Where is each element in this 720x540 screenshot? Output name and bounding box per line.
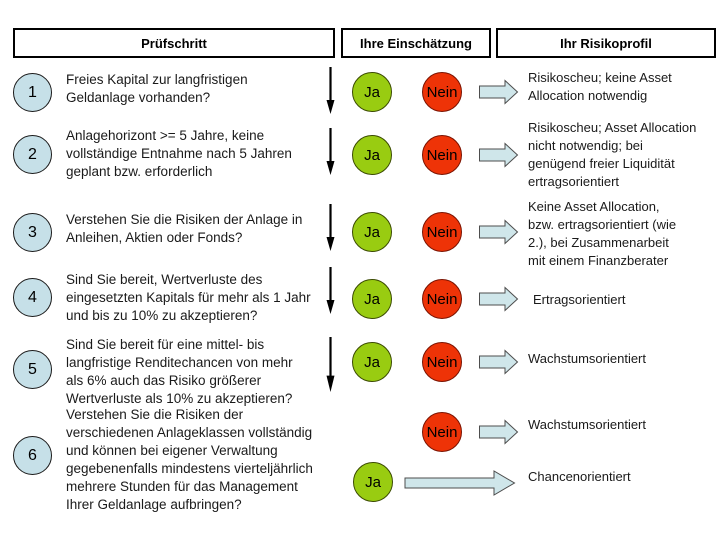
step-number-badge: 6 bbox=[13, 436, 52, 475]
down-arrow-icon bbox=[326, 337, 335, 392]
ja-circle: Ja bbox=[352, 135, 392, 175]
step-number-badge: 2 bbox=[13, 135, 52, 174]
ja-circle: Ja bbox=[352, 342, 392, 382]
question-text: Verstehen Sie die Risiken der verschiede… bbox=[66, 407, 313, 512]
right-arrow-icon bbox=[479, 142, 519, 168]
question-text: Sind Sie bereit für eine mittel- bis lan… bbox=[66, 337, 293, 406]
nein-circle: Nein bbox=[422, 412, 462, 452]
nein-circle: Nein bbox=[422, 279, 462, 319]
down-arrow-icon bbox=[326, 267, 335, 314]
risk-profile-text: Risikoscheu; keine Asset Allocation notw… bbox=[528, 70, 672, 103]
down-arrow-icon bbox=[326, 67, 335, 114]
step-number-badge: 5 bbox=[13, 350, 52, 389]
ja-circle: Ja bbox=[353, 462, 393, 502]
question-text: Anlagehorizont >= 5 Jahre, keine vollstä… bbox=[66, 128, 292, 179]
right-arrow-icon bbox=[479, 419, 519, 445]
right-arrow-icon bbox=[479, 79, 519, 105]
step-number-badge: 1 bbox=[13, 73, 52, 112]
ja-circle: Ja bbox=[352, 72, 392, 112]
nein-circle: Nein bbox=[422, 212, 462, 252]
nein-circle: Nein bbox=[422, 135, 462, 175]
right-arrow-icon bbox=[479, 219, 519, 245]
down-arrow-icon bbox=[326, 204, 335, 251]
risk-profile-text: Keine Asset Allocation, bzw. ertragsorie… bbox=[528, 199, 677, 268]
risk-profile-text: Wachstumsorientiert bbox=[528, 351, 646, 366]
question-text: Freies Kapital zur langfristigen Geldanl… bbox=[66, 72, 248, 105]
right-arrow-icon bbox=[479, 349, 519, 375]
nein-circle: Nein bbox=[422, 72, 462, 112]
step-number-badge: 3 bbox=[13, 213, 52, 252]
right-arrow-icon bbox=[479, 286, 519, 312]
step-number-badge: 4 bbox=[13, 278, 52, 317]
header-pruefschritt: Prüfschritt bbox=[13, 28, 335, 58]
down-arrow-icon bbox=[326, 128, 335, 175]
question-text: Sind Sie bereit, Wertverluste des einges… bbox=[66, 272, 311, 323]
nein-circle: Nein bbox=[422, 342, 462, 382]
ja-circle: Ja bbox=[352, 279, 392, 319]
risk-profile-text: Wachstumsorientiert bbox=[528, 417, 646, 432]
header-einschaetzung: Ihre Einschätzung bbox=[341, 28, 491, 58]
header-risikoprofil: Ihr Risikoprofil bbox=[496, 28, 716, 58]
ja-circle: Ja bbox=[352, 212, 392, 252]
question-text: Verstehen Sie die Risiken der Anlage in … bbox=[66, 212, 303, 245]
right-arrow-long-icon bbox=[404, 470, 516, 496]
risk-profile-text: Risikoscheu; Asset Allocation nicht notw… bbox=[528, 120, 697, 189]
risk-profile-text: Chancenorientiert bbox=[528, 469, 631, 484]
risk-profile-text: Ertragsorientiert bbox=[533, 292, 626, 307]
